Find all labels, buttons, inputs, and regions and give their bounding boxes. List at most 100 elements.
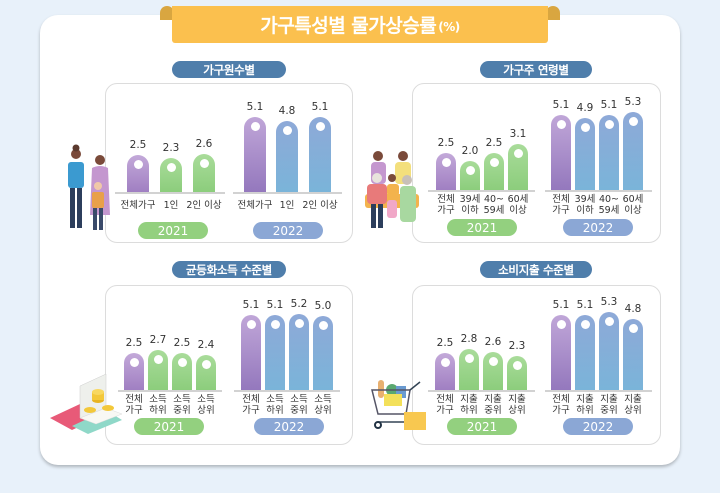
bar-marker-dot bbox=[166, 163, 176, 172]
bar-2021 bbox=[148, 350, 168, 390]
bar-marker-dot bbox=[628, 324, 638, 333]
category-label: 전체 가구 bbox=[436, 394, 454, 416]
chart-baseline-2022 bbox=[234, 390, 340, 392]
bar-value-label: 2.5 bbox=[125, 337, 143, 349]
bar-value-label: 2.0 bbox=[461, 145, 479, 157]
bar-2021 bbox=[484, 153, 504, 190]
chart-baseline-2022 bbox=[233, 192, 342, 194]
category-label: 전체가구 bbox=[120, 200, 156, 211]
bar-marker-dot bbox=[199, 159, 209, 168]
year-badge-2022: 2022 bbox=[563, 219, 633, 236]
bar-2021 bbox=[435, 353, 455, 390]
bar-value-label: 5.1 bbox=[311, 101, 329, 113]
category-label: 39세 이하 bbox=[459, 194, 481, 216]
category-label: 전체 가구 bbox=[437, 194, 455, 216]
category-label: 40~ 59세 bbox=[483, 194, 505, 216]
chart-baseline-2021 bbox=[428, 190, 535, 192]
bar-2021 bbox=[460, 161, 480, 190]
category-label: 1인 bbox=[279, 200, 295, 211]
bar-value-label: 2.5 bbox=[485, 137, 503, 149]
bar-2022 bbox=[575, 118, 595, 190]
category-label: 지출 하위 bbox=[460, 394, 478, 416]
bar-marker-dot bbox=[440, 358, 450, 367]
bar-value-label: 5.3 bbox=[624, 96, 642, 108]
category-label: 1인 bbox=[163, 200, 179, 211]
bar-marker-dot bbox=[580, 123, 590, 132]
category-label: 소득 하위 bbox=[266, 394, 284, 416]
bar-value-label: 2.6 bbox=[484, 336, 502, 348]
family-icon bbox=[68, 144, 110, 230]
chart-baseline-2022 bbox=[545, 390, 652, 392]
bar-value-label: 2.5 bbox=[437, 137, 455, 149]
chart-baseline-2022 bbox=[545, 190, 652, 192]
bar-value-label: 2.5 bbox=[173, 337, 191, 349]
category-label: 지출 하위 bbox=[576, 394, 594, 416]
bar-value-label: 5.1 bbox=[266, 299, 284, 311]
bar-marker-dot bbox=[628, 117, 638, 126]
section-title-household-size: 가구원수별 bbox=[172, 61, 286, 78]
bar-2022 bbox=[309, 117, 331, 192]
bar-value-label: 4.8 bbox=[278, 105, 296, 117]
page-title: 가구특성별 물가상승률 (%) bbox=[172, 6, 548, 43]
bar-2022 bbox=[265, 315, 285, 390]
bar-2022 bbox=[599, 115, 619, 190]
shopping-cart-icon bbox=[371, 380, 426, 430]
bar-marker-dot bbox=[604, 317, 614, 326]
money-coins-icon bbox=[50, 373, 123, 434]
category-label: 2인 이상 bbox=[302, 200, 338, 211]
year-badge-2021: 2021 bbox=[134, 418, 204, 435]
bar-2021 bbox=[160, 158, 182, 192]
bar-2022 bbox=[623, 112, 643, 190]
bar-marker-dot bbox=[282, 126, 292, 135]
bar-marker-dot bbox=[250, 122, 260, 131]
bar-value-label: 5.1 bbox=[552, 99, 570, 111]
bar-value-label: 2.6 bbox=[195, 138, 213, 150]
bar-2022 bbox=[551, 315, 571, 390]
category-label: 소득 중위 bbox=[173, 394, 191, 416]
bar-2022 bbox=[244, 117, 266, 192]
year-badge-2021: 2021 bbox=[138, 222, 208, 239]
chart-baseline-2021 bbox=[115, 192, 225, 194]
category-label: 40~ 59세 bbox=[598, 194, 620, 216]
category-label: 지출 상위 bbox=[508, 394, 526, 416]
bar-marker-dot bbox=[489, 158, 499, 167]
category-label: 소득 중위 bbox=[290, 394, 308, 416]
bar-marker-dot bbox=[513, 149, 523, 158]
category-label: 전체 가구 bbox=[552, 194, 570, 216]
bar-value-label: 5.1 bbox=[242, 299, 260, 311]
bar-marker-dot bbox=[464, 354, 474, 363]
category-label: 2인 이상 bbox=[186, 200, 222, 211]
year-badge-2022: 2022 bbox=[253, 222, 323, 239]
year-badge-2021: 2021 bbox=[447, 219, 517, 236]
bar-2021 bbox=[459, 349, 479, 390]
category-label: 전체 가구 bbox=[242, 394, 260, 416]
bar-marker-dot bbox=[580, 320, 590, 329]
bar-marker-dot bbox=[441, 158, 451, 167]
title-text: 가구특성별 물가상승률 bbox=[260, 15, 437, 37]
year-badge-2022: 2022 bbox=[254, 418, 324, 435]
chart-baseline-2021 bbox=[118, 390, 222, 392]
bar-marker-dot bbox=[153, 355, 163, 364]
title-unit: (%) bbox=[438, 19, 460, 34]
bar-value-label: 5.0 bbox=[314, 300, 332, 312]
year-badge-2022: 2022 bbox=[563, 418, 633, 435]
bar-value-label: 2.3 bbox=[162, 142, 180, 154]
category-label: 지출 중위 bbox=[484, 394, 502, 416]
year-badge-2021: 2021 bbox=[447, 418, 517, 435]
category-label: 60세 이상 bbox=[507, 194, 529, 216]
category-label: 전체가구 bbox=[237, 200, 273, 211]
section-title-spending-level: 소비지출 수준별 bbox=[480, 261, 592, 278]
bar-2021 bbox=[196, 355, 216, 390]
bar-value-label: 2.3 bbox=[508, 340, 526, 352]
bar-marker-dot bbox=[556, 120, 566, 129]
bar-2022 bbox=[623, 319, 643, 390]
bar-marker-dot bbox=[129, 358, 139, 367]
section-title-income-level: 균등화소득 수준별 bbox=[172, 261, 286, 278]
category-label: 39세 이하 bbox=[574, 194, 596, 216]
bar-value-label: 2.7 bbox=[149, 334, 167, 346]
category-label: 전체 가구 bbox=[552, 394, 570, 416]
bar-marker-dot bbox=[201, 360, 211, 369]
category-label: 전체 가구 bbox=[125, 394, 143, 416]
category-label: 소득 하위 bbox=[149, 394, 167, 416]
bar-marker-dot bbox=[556, 320, 566, 329]
